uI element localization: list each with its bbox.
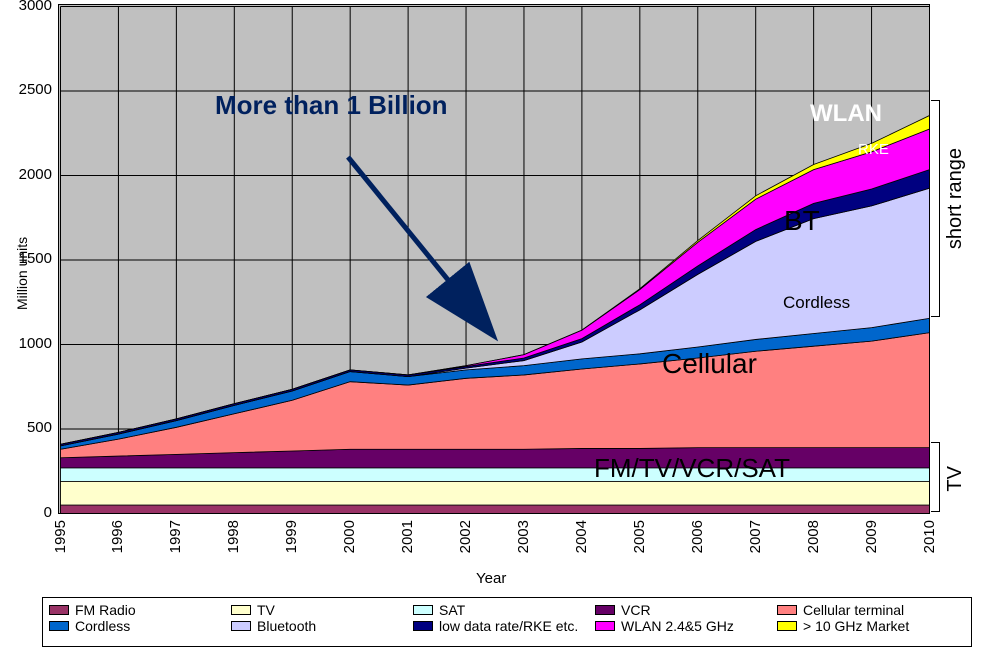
x-tick: 2002 xyxy=(457,520,474,556)
region-label: FM/TV/VCR/SAT xyxy=(594,453,790,484)
x-tick: 2003 xyxy=(515,520,532,556)
x-tick: 2004 xyxy=(573,520,590,556)
legend-swatch xyxy=(413,605,433,615)
legend-swatch xyxy=(777,621,797,631)
x-tick-label: 1998 xyxy=(225,520,242,553)
legend-swatch xyxy=(49,605,69,615)
x-tick: 1999 xyxy=(283,520,300,556)
legend-swatch xyxy=(777,605,797,615)
x-tick: 2009 xyxy=(863,520,880,556)
chart-frame: Million units More than 1 Billion WLAN RK… xyxy=(0,0,998,655)
legend-label: FM Radio xyxy=(75,602,136,618)
x-axis-title: Year xyxy=(476,570,506,587)
legend-label: Cordless xyxy=(75,618,130,634)
legend-item: FM Radio xyxy=(49,602,231,618)
legend-swatch xyxy=(595,605,615,615)
legend-item: SAT xyxy=(413,602,595,618)
x-tick: 2005 xyxy=(631,520,648,556)
x-tick-label: 1995 xyxy=(52,520,69,553)
y-tick-label: 2500 xyxy=(19,81,52,98)
legend-item: low data rate/RKE etc. xyxy=(413,618,595,634)
x-axis-title-text: Year xyxy=(476,570,506,587)
legend-label: > 10 GHz Market xyxy=(803,618,909,634)
y-tick-label: 2000 xyxy=(19,166,52,183)
annotation-text: More than 1 Billion xyxy=(215,90,448,120)
y-tick-label: 1000 xyxy=(19,335,52,352)
x-tick: 2007 xyxy=(747,520,764,556)
y-tick: 500 xyxy=(27,419,52,436)
region-label: RKE xyxy=(858,141,889,158)
y-axis-title: Million units xyxy=(14,237,30,310)
legend-label: SAT xyxy=(439,602,465,618)
y-tick-label: 1500 xyxy=(19,250,52,267)
legend-item: Cellular terminal xyxy=(777,602,959,618)
region-label: BT xyxy=(784,205,820,237)
x-tick-label: 1996 xyxy=(109,520,126,553)
category-bracket xyxy=(932,100,940,317)
legend-swatch xyxy=(231,605,251,615)
legend-item: WLAN 2.4&5 GHz xyxy=(595,618,777,634)
category-bracket xyxy=(932,442,940,513)
region-label: Cordless xyxy=(783,293,850,313)
legend-swatch xyxy=(49,621,69,631)
y-axis-title-text: Million units xyxy=(14,237,30,310)
x-tick-label: 2000 xyxy=(341,520,358,553)
y-tick-label: 3000 xyxy=(19,0,52,14)
legend-swatch xyxy=(231,621,251,631)
x-tick-label: 2009 xyxy=(863,520,880,553)
x-tick-label: 1997 xyxy=(167,520,184,553)
x-tick-label: 1999 xyxy=(283,520,300,553)
legend-label: TV xyxy=(257,602,275,618)
legend-item: Bluetooth xyxy=(231,618,413,634)
x-tick-label: 2010 xyxy=(921,520,938,553)
x-tick: 2006 xyxy=(689,520,706,556)
region-label: Cellular xyxy=(662,348,757,380)
x-tick-label: 2002 xyxy=(457,520,474,553)
x-tick-label: 2003 xyxy=(515,520,532,553)
legend-label: VCR xyxy=(621,602,651,618)
x-tick-label: 2001 xyxy=(399,520,416,553)
x-tick-label: 2005 xyxy=(631,520,648,553)
legend-swatch xyxy=(595,621,615,631)
x-tick-label: 2006 xyxy=(689,520,706,553)
y-tick-label: 0 xyxy=(44,504,52,521)
x-tick: 2008 xyxy=(805,520,822,556)
x-tick: 1995 xyxy=(52,520,69,556)
x-tick: 2010 xyxy=(921,520,938,556)
y-tick: 1500 xyxy=(19,250,52,267)
region-label: WLAN xyxy=(810,100,882,128)
y-tick: 1000 xyxy=(19,335,52,352)
legend-label: Bluetooth xyxy=(257,618,316,634)
annotation-callout: More than 1 Billion xyxy=(215,90,448,121)
x-tick: 1997 xyxy=(167,520,184,556)
legend-label: WLAN 2.4&5 GHz xyxy=(621,618,734,634)
legend-swatch xyxy=(413,621,433,631)
legend-item: VCR xyxy=(595,602,777,618)
x-tick-label: 2004 xyxy=(573,520,590,553)
x-tick: 1998 xyxy=(225,520,242,556)
y-tick: 0 xyxy=(44,504,52,521)
y-tick: 2500 xyxy=(19,81,52,98)
y-tick-label: 500 xyxy=(27,419,52,436)
legend-item: Cordless xyxy=(49,618,231,634)
legend-item: TV xyxy=(231,602,413,618)
legend-label: low data rate/RKE etc. xyxy=(439,618,578,634)
x-tick: 2001 xyxy=(399,520,416,556)
x-tick: 2000 xyxy=(341,520,358,556)
x-tick: 1996 xyxy=(109,520,126,556)
x-tick-label: 2008 xyxy=(805,520,822,553)
legend: FM Radio TV SAT VCR Cellular terminal Cordles… xyxy=(42,597,972,647)
legend-item: > 10 GHz Market xyxy=(777,618,959,634)
y-tick: 2000 xyxy=(19,166,52,183)
plot-area xyxy=(58,4,930,514)
y-tick: 3000 xyxy=(19,0,52,14)
x-tick-label: 2007 xyxy=(747,520,764,553)
category-label: short range xyxy=(944,148,967,249)
category-label: TV xyxy=(944,466,967,492)
legend-label: Cellular terminal xyxy=(803,602,904,618)
